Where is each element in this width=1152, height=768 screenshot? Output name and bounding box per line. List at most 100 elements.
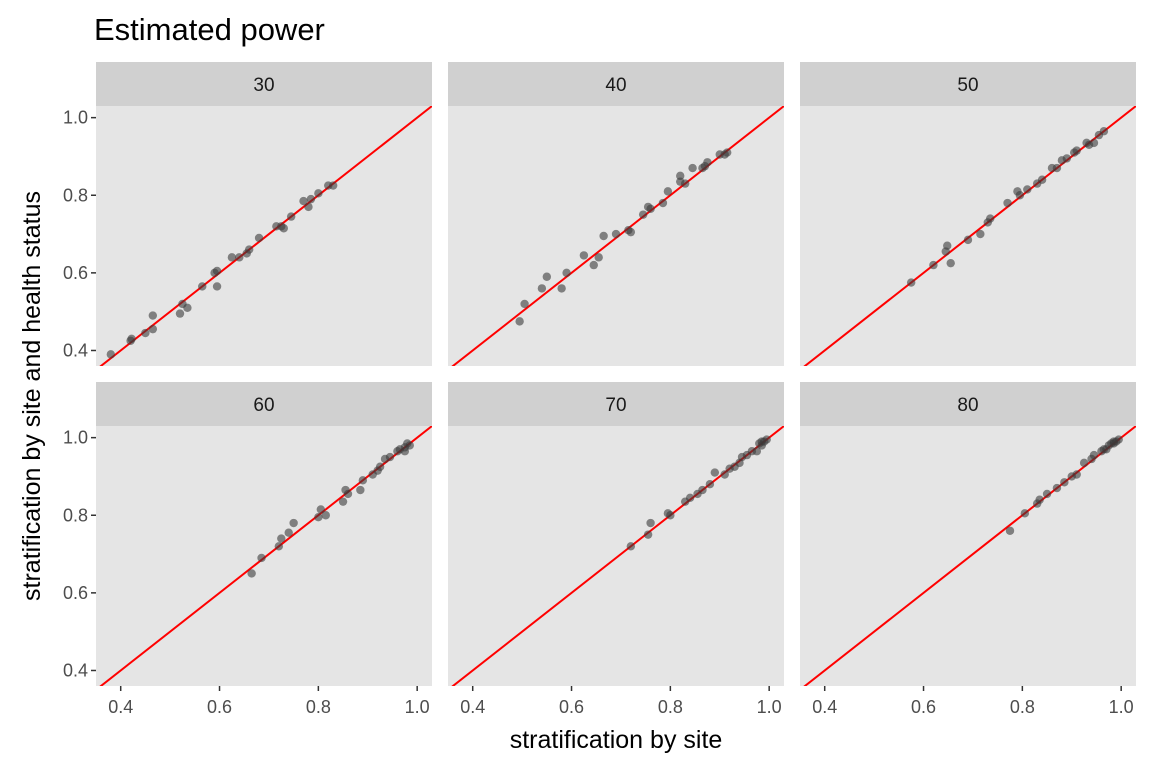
data-point bbox=[946, 258, 955, 268]
data-point bbox=[338, 497, 348, 506]
x-tick-label: 0.4 bbox=[108, 697, 133, 717]
x-tick-label: 0.8 bbox=[306, 697, 331, 717]
data-point bbox=[537, 284, 547, 293]
data-point bbox=[698, 485, 707, 495]
data-point bbox=[306, 194, 316, 204]
y-tick-label: 0.8 bbox=[63, 185, 88, 205]
data-point bbox=[356, 485, 365, 495]
x-tick-label: 0.6 bbox=[559, 697, 584, 717]
data-point bbox=[599, 231, 608, 241]
data-point bbox=[703, 158, 712, 167]
data-point bbox=[254, 233, 264, 243]
data-point bbox=[579, 251, 589, 260]
data-point bbox=[244, 245, 254, 254]
data-point bbox=[1020, 509, 1030, 518]
data-point bbox=[277, 534, 286, 543]
data-point bbox=[943, 241, 952, 250]
data-point bbox=[1052, 163, 1062, 173]
data-point bbox=[1023, 185, 1032, 194]
data-point bbox=[720, 470, 729, 479]
data-point bbox=[658, 198, 668, 208]
data-point bbox=[710, 468, 720, 477]
data-point bbox=[1072, 146, 1081, 155]
x-tick-label: 0.8 bbox=[1010, 697, 1035, 717]
data-point bbox=[626, 542, 636, 551]
facet-strip-label: 40 bbox=[605, 75, 626, 96]
data-point bbox=[680, 179, 690, 188]
data-point bbox=[198, 282, 207, 291]
y-tick-label: 0.6 bbox=[63, 583, 88, 603]
data-point bbox=[1003, 198, 1012, 208]
data-point bbox=[594, 253, 603, 262]
data-point bbox=[1079, 458, 1089, 468]
facet-strip bbox=[800, 382, 1136, 426]
data-point bbox=[929, 260, 938, 270]
data-point bbox=[1072, 470, 1081, 479]
data-point bbox=[1104, 441, 1114, 450]
facet-panel-70: 70 0.4 0.6 0.8 1.0 bbox=[448, 382, 784, 717]
data-point bbox=[299, 196, 308, 206]
data-point bbox=[906, 278, 916, 287]
data-point bbox=[626, 227, 636, 237]
x-tick-label: 1.0 bbox=[757, 697, 782, 717]
data-point bbox=[1037, 175, 1047, 184]
data-point bbox=[520, 299, 529, 309]
data-point bbox=[1015, 191, 1025, 200]
reference-line bbox=[803, 426, 1136, 686]
facet-panels: 30 0.4 0.6 0.8 1.0 40 50 60 0.4 0.6 0.8 1.0 0.4 0.6 0.… bbox=[63, 62, 1136, 717]
data-point bbox=[183, 303, 192, 312]
x-tick-label: 0.6 bbox=[207, 697, 232, 717]
data-point bbox=[212, 266, 222, 276]
x-tick-label: 0.6 bbox=[911, 697, 936, 717]
y-axis-title: stratification by site and health status bbox=[18, 191, 46, 601]
data-point bbox=[1060, 478, 1069, 487]
data-point bbox=[562, 268, 571, 278]
facet-strip-label: 60 bbox=[253, 395, 274, 416]
data-point bbox=[284, 528, 293, 537]
data-point bbox=[1089, 450, 1099, 460]
data-point bbox=[212, 282, 222, 291]
data-point bbox=[646, 518, 655, 528]
data-point bbox=[316, 505, 326, 514]
facet-strip bbox=[448, 62, 784, 106]
facet-strip bbox=[96, 62, 432, 106]
facet-panel-40: 40 bbox=[448, 62, 784, 366]
data-point bbox=[611, 229, 621, 239]
data-point bbox=[1042, 489, 1052, 499]
facet-panel-60: 60 0.4 0.6 0.8 1.0 0.4 0.6 0.8 1.0 bbox=[63, 382, 432, 717]
facet-panel-30: 30 0.4 0.6 0.8 1.0 bbox=[63, 62, 432, 366]
data-point bbox=[676, 171, 685, 181]
data-point bbox=[141, 328, 150, 338]
data-point bbox=[328, 181, 338, 190]
chart-title: Estimated power bbox=[94, 12, 325, 47]
data-point bbox=[400, 447, 410, 456]
facet-panel-80: 80 0.4 0.6 0.8 1.0 bbox=[800, 382, 1136, 717]
data-point bbox=[106, 350, 116, 359]
data-point bbox=[1005, 526, 1015, 535]
x-tick-label: 0.4 bbox=[812, 697, 837, 717]
data-point bbox=[405, 441, 414, 450]
data-point bbox=[148, 324, 158, 334]
x-tick-label: 0.8 bbox=[658, 697, 683, 717]
data-point bbox=[289, 518, 298, 528]
data-point bbox=[646, 204, 655, 214]
data-point bbox=[557, 284, 566, 293]
data-point bbox=[762, 435, 771, 444]
y-tick-label: 0.4 bbox=[63, 340, 88, 360]
data-point bbox=[279, 224, 288, 233]
y-tick-label: 0.6 bbox=[63, 263, 88, 283]
data-point bbox=[1052, 483, 1062, 493]
data-point bbox=[127, 334, 136, 344]
y-tick-label: 1.0 bbox=[63, 108, 88, 128]
data-point bbox=[314, 512, 323, 522]
data-point bbox=[688, 163, 697, 173]
data-point bbox=[1089, 138, 1099, 148]
x-tick-label: 1.0 bbox=[1109, 697, 1134, 717]
data-point bbox=[304, 202, 313, 212]
data-point bbox=[963, 235, 973, 245]
data-point bbox=[752, 447, 762, 456]
data-point bbox=[257, 553, 266, 563]
data-point bbox=[666, 511, 675, 520]
data-point bbox=[375, 462, 385, 471]
facet-strip-label: 70 bbox=[605, 395, 626, 416]
